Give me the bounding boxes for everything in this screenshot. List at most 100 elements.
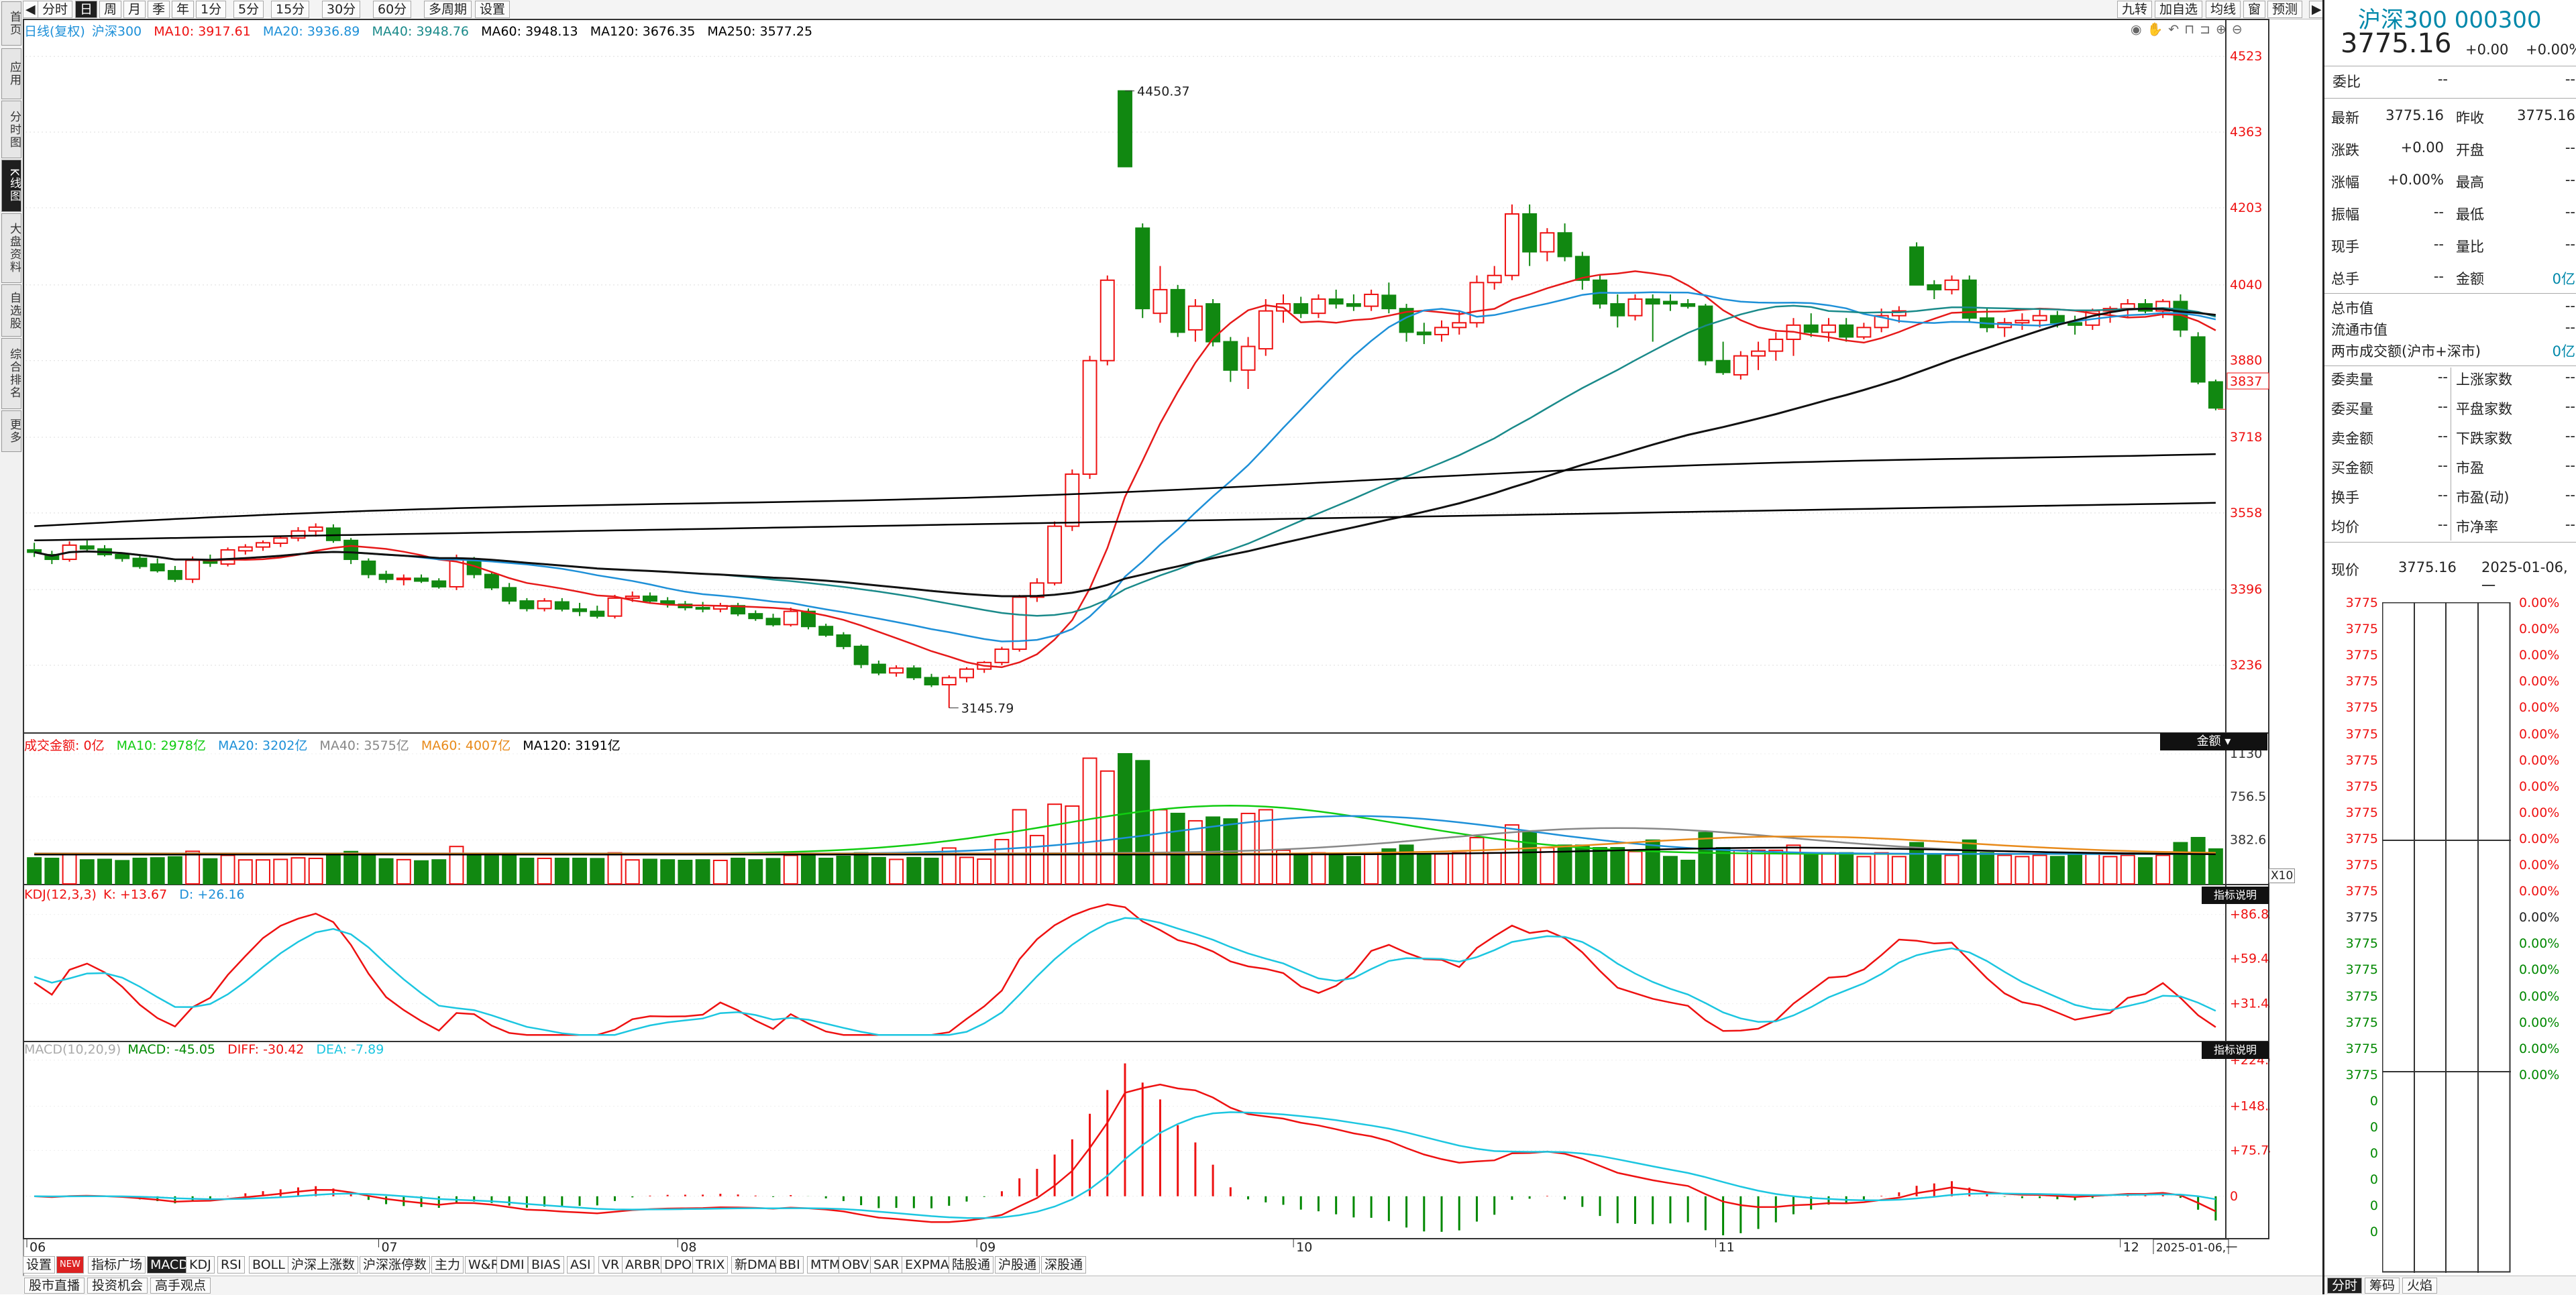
prev-arrow-icon[interactable]: ◀ [23, 1, 38, 18]
vol-legend-ma60: MA60: 4007亿 [421, 738, 511, 753]
indicator-tab-8[interactable]: 沪深涨停数 [360, 1256, 431, 1274]
indicator-tab-3[interactable]: MACD [147, 1256, 192, 1274]
lock2-icon[interactable]: ⊐ [2200, 22, 2216, 37]
candle-49 [889, 667, 904, 674]
panel-tab-1[interactable]: 筹码 [2365, 1278, 2400, 1294]
vol-bar-0 [27, 857, 42, 885]
nav-item-6[interactable]: 综合排名 [1, 338, 21, 409]
vol-bar-123 [2190, 836, 2206, 885]
period-10[interactable]: 60分 [373, 1, 412, 18]
high-label: 4450.37 [1137, 85, 1190, 99]
zoom-out-icon[interactable]: ⊖ [2231, 22, 2248, 37]
period-12[interactable]: 设置 [475, 1, 511, 18]
stat-label-a: 委买量 [2331, 401, 2373, 417]
cap-row-1: 流通市值 -- [2328, 319, 2575, 339]
period-2[interactable]: 周 [99, 1, 122, 18]
indicator-tab-5[interactable]: RSI [217, 1256, 245, 1274]
quote-label-a: 总手 [2331, 271, 2359, 287]
indicator-tab-7[interactable]: 沪深上涨数 [288, 1256, 359, 1274]
volume-type-dropdown[interactable]: 金额 ▾ [2160, 733, 2267, 750]
vol-bar-1 [44, 857, 60, 885]
quote-row-3: 振幅 -- 最低 -- [2328, 204, 2575, 235]
indicator-tab-19[interactable]: BBI [775, 1256, 804, 1274]
toolbar-right-2[interactable]: 均线 [2206, 1, 2241, 18]
indicator-tab-23[interactable]: EXPMA [902, 1256, 953, 1274]
candle-77 [1381, 294, 1397, 310]
indicator-tab-21[interactable]: OBV [839, 1256, 873, 1274]
lock-icon[interactable]: ⊓ [2184, 22, 2200, 37]
toolbar-right-1[interactable]: 加自选 [2155, 1, 2203, 18]
vol-bar-75 [1346, 856, 1361, 885]
indicator-tab-25[interactable]: 沪股通 [995, 1256, 1040, 1274]
indicator-tab-9[interactable]: 主力 [431, 1256, 464, 1274]
indicator-tab-15[interactable]: ARBR [622, 1256, 664, 1274]
indicator-tab-17[interactable]: TRIX [692, 1256, 729, 1274]
quote-row-0: 最新 3775.16 昨收 3775.16 [2328, 107, 2575, 138]
macd-help-button[interactable]: 指标说明 [2202, 1041, 2269, 1059]
stat-label-a: 卖金额 [2331, 431, 2373, 447]
indicator-tab-11[interactable]: DMI [496, 1256, 528, 1274]
toolbar-right-0[interactable]: 九转 [2117, 1, 2153, 18]
period-6[interactable]: 1分 [196, 1, 227, 18]
indicator-tab-18[interactable]: 新DMA [731, 1256, 781, 1274]
period-5[interactable]: 年 [172, 1, 195, 18]
status-tab-1[interactable]: 投资机会 [87, 1278, 148, 1294]
toolbar-right-3[interactable]: 窗 [2243, 1, 2266, 18]
period-0[interactable]: 分时 [38, 1, 73, 18]
stat-label-b: 市盈(动) [2456, 490, 2510, 506]
period-1[interactable]: 日 [75, 1, 98, 18]
vol-bar-69 [1240, 812, 1256, 885]
panel-tab-0[interactable]: 分时 [2327, 1278, 2363, 1294]
nav-item-3[interactable]: K线图 [1, 160, 21, 212]
weibi-value-2: -- [2565, 71, 2575, 87]
nav-item-4[interactable]: 大盘资料 [1, 213, 21, 283]
period-9[interactable]: 30分 [322, 1, 361, 18]
candle-52 [941, 677, 957, 685]
nav-item-2[interactable]: 分时图 [1, 101, 21, 158]
indicator-tab-12[interactable]: BIAS [528, 1256, 564, 1274]
indicator-tab-6[interactable]: BOLL [249, 1256, 288, 1274]
toolbar-right-4[interactable]: 预测 [2267, 1, 2303, 18]
period-8[interactable]: 15分 [271, 1, 310, 18]
candle-120 [2138, 303, 2153, 312]
nav-item-1[interactable]: 应用 [1, 48, 21, 99]
indicator-tab-16[interactable]: DPO [661, 1256, 696, 1274]
panel-tab-2[interactable]: 火焰 [2402, 1278, 2438, 1294]
indicator-tab-24[interactable]: 陆股通 [949, 1256, 994, 1274]
kdj-help-button[interactable]: 指标说明 [2202, 887, 2269, 904]
quote-label-a: 涨跌 [2331, 142, 2359, 158]
indicator-tab-22[interactable]: SAR [870, 1256, 903, 1274]
indicator-tab-13[interactable]: ASI [567, 1256, 594, 1274]
indicator-tab-0[interactable]: 设置 [23, 1256, 56, 1274]
zoom-in-icon[interactable]: ⊕ [2215, 22, 2232, 37]
candle-17 [325, 527, 341, 541]
indicator-tab-14[interactable]: VR [598, 1256, 623, 1274]
chart-area[interactable]: 4523 4363 4203 4040 3880 3718 3558 3396 3236 4450… [23, 19, 2270, 1254]
period-7[interactable]: 5分 [233, 1, 264, 18]
period-4[interactable]: 季 [148, 1, 170, 18]
vol-bar-111 [1980, 852, 1994, 885]
status-tab-2[interactable]: 高手观点 [150, 1278, 211, 1294]
status-tab-0[interactable]: 股市直播 [24, 1278, 85, 1294]
stat-value-b: -- [2565, 369, 2575, 385]
eye-icon[interactable]: ◉ [2131, 22, 2147, 37]
vol-bar-29 [537, 857, 552, 885]
undo-icon[interactable]: ↶ [2168, 22, 2185, 37]
kdj-k-line [34, 903, 2216, 1036]
vol-bar-101 [1803, 852, 1819, 885]
indicator-tab-2[interactable]: 指标广场 [88, 1256, 146, 1274]
tick-row: 3775 0.00% [2324, 596, 2573, 622]
vol-bar-105 [1874, 852, 1889, 885]
hand-icon[interactable]: ✋ [2147, 22, 2169, 37]
vol-legend-ma40: MA40: 3575亿 [319, 738, 409, 753]
nav-item-0[interactable]: 首页 [1, 1, 21, 46]
tick-price: 3775 [2345, 726, 2378, 742]
indicator-tab-26[interactable]: 深股通 [1041, 1256, 1087, 1274]
candle-65 [1170, 288, 1185, 333]
nav-item-5[interactable]: 自选股 [1, 284, 21, 337]
indicator-tab-4[interactable]: KDJ [186, 1256, 215, 1274]
nav-item-7[interactable]: 更多 [1, 410, 21, 452]
indicator-tab-1[interactable]: NEW [56, 1256, 84, 1274]
period-11[interactable]: 多周期 [424, 1, 472, 18]
period-3[interactable]: 月 [123, 1, 146, 18]
